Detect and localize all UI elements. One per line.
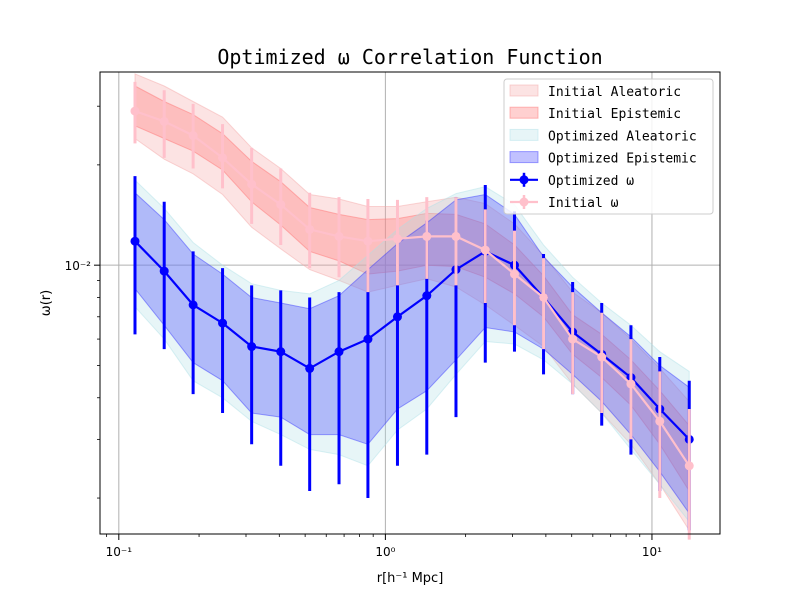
data-point — [305, 224, 315, 234]
data-point — [130, 236, 140, 246]
legend: Initial Aleatoric Initial Epistemic Optimi… — [503, 78, 714, 215]
data-point — [276, 200, 286, 210]
data-point — [422, 231, 432, 241]
legend-swatch — [509, 128, 539, 141]
data-point — [276, 347, 286, 357]
axis-ticks: 10⁻¹ 10⁰ 10¹ 10⁻² — [65, 105, 662, 559]
x-tick-label: 10¹ — [642, 545, 662, 559]
data-point — [509, 269, 519, 279]
data-point — [451, 231, 461, 241]
legend-swatch — [509, 84, 539, 97]
legend-label: Optimized Aleatoric — [548, 129, 697, 144]
legend-label: Optimized ω — [548, 174, 634, 189]
series-line — [134, 110, 691, 467]
data-point — [684, 461, 694, 471]
series-initial — [130, 81, 694, 540]
data-point — [130, 106, 140, 116]
data-point — [305, 363, 315, 373]
x-axis-label: r[h⁻¹ Mpc] — [377, 571, 444, 586]
y-tick-label: 10⁻² — [65, 259, 92, 273]
data-point — [597, 352, 607, 362]
data-series — [130, 81, 694, 540]
data-point — [218, 318, 228, 328]
series-line — [134, 240, 690, 441]
data-point — [334, 347, 344, 357]
data-point — [247, 342, 257, 352]
data-point — [363, 236, 373, 246]
legend-label: Optimized Epistemic — [548, 152, 697, 167]
data-point — [392, 234, 402, 244]
legend-swatch — [509, 106, 539, 119]
x-tick-label: 10⁰ — [375, 545, 395, 559]
legend-marker — [519, 175, 529, 185]
legend-box — [503, 78, 714, 215]
data-point — [392, 312, 402, 322]
legend-swatch — [509, 151, 539, 164]
data-point — [159, 266, 169, 276]
legend-label: Initial Epistemic — [548, 107, 681, 122]
data-point — [655, 416, 665, 426]
data-point — [159, 116, 169, 126]
chart-title: Optimized ω Correlation Function — [217, 45, 602, 69]
plot-frame — [99, 71, 721, 535]
y-axis-label: ω(r) — [39, 290, 54, 316]
data-point — [188, 131, 198, 141]
data-point — [334, 231, 344, 241]
data-point — [218, 153, 228, 163]
legend-marker — [519, 197, 529, 207]
data-point — [188, 300, 198, 310]
data-point — [626, 379, 636, 389]
legend-label: Initial Aleatoric — [548, 85, 681, 100]
data-point — [363, 334, 373, 344]
data-point — [480, 245, 490, 255]
data-point — [247, 179, 257, 189]
data-point — [422, 291, 432, 301]
legend-label: Initial ω — [548, 196, 619, 211]
x-tick-label: 10⁻¹ — [106, 545, 133, 559]
data-point — [568, 334, 578, 344]
data-point — [539, 292, 549, 302]
